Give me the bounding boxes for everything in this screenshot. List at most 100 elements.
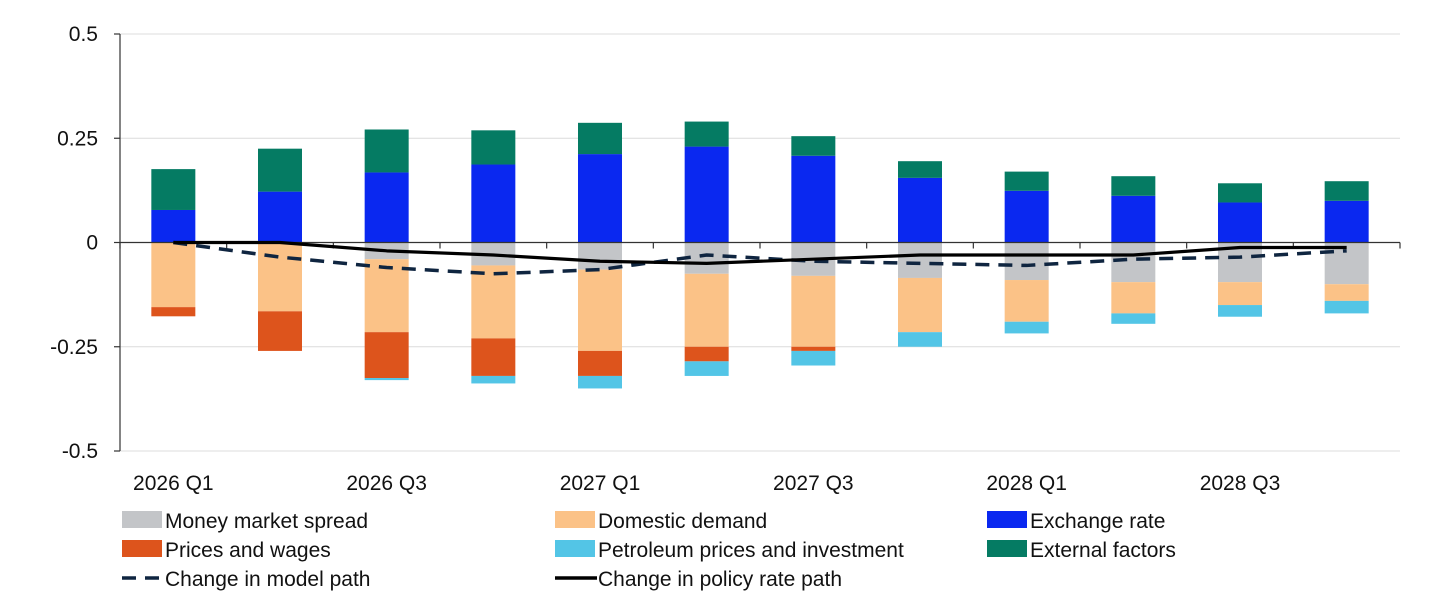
bar-external-factors-2028-q1 [1004,171,1049,191]
y-tick-label: -0.25 [50,336,98,359]
bar-exchange-rate-2026-q2 [258,191,302,243]
axes [114,33,1401,452]
x-tick-label: 2028 Q3 [1200,472,1281,495]
bar-petroleum-prices-and-investment-2026-q3 [364,378,409,381]
bar-exchange-rate-2027-q2 [684,146,729,243]
bar-exchange-rate-2027-q1 [578,154,622,243]
bar-money-market-spread-2028-q1 [1004,242,1049,281]
x-tick-label: 2026 Q1 [133,472,214,495]
bar-exchange-rate-2026-q3 [364,172,409,243]
bar-prices-and-wages-2027-q1 [578,350,622,376]
bar-segments [151,121,1369,389]
bar-prices-and-wages-2026-q1 [151,307,196,317]
legend-label: Exchange rate [1030,510,1165,533]
bar-domestic-demand-2028-q4 [1324,284,1369,301]
bar-petroleum-prices-and-investment-2026-q4 [471,375,516,384]
legend-swatch [555,540,595,557]
legend-item-petroleum-prices-and-investment: Petroleum prices and investment [555,539,904,562]
legend-label: Change in model path [165,568,370,591]
gridlines [120,33,1400,452]
bar-external-factors-2027-q1 [578,122,622,155]
legend-label: External factors [1030,539,1176,562]
bar-external-factors-2026-q1 [151,169,196,210]
legend-item-exchange-rate: Exchange rate [987,510,1165,533]
path-lines [173,240,1347,276]
bar-domestic-demand-2028-q1 [1004,280,1049,322]
bar-external-factors-2027-q3 [791,136,836,156]
bar-petroleum-prices-and-investment-2027-q4 [898,332,942,347]
y-axis-ticks: 0.5 0.25 0 -0.25 -0.5 [50,23,98,463]
bar-petroleum-prices-and-investment-2028-q2 [1111,313,1156,324]
y-tick-label: 0 [86,232,98,255]
bar-external-factors-2026-q3 [364,129,409,173]
bar-exchange-rate-2028-q1 [1004,190,1049,243]
bar-external-factors-2027-q2 [684,121,729,147]
bar-domestic-demand-2027-q2 [684,273,729,347]
bar-exchange-rate-2028-q4 [1324,200,1369,243]
bar-petroleum-prices-and-investment-2028-q1 [1004,321,1049,334]
bar-petroleum-prices-and-investment-2028-q3 [1218,305,1262,317]
bar-prices-and-wages-2026-q3 [364,332,409,379]
bar-domestic-demand-2027-q4 [898,277,942,333]
bar-petroleum-prices-and-investment-2028-q4 [1324,300,1369,314]
x-tick-label: 2026 Q3 [346,472,427,495]
line-change-in-policy-rate-path [173,240,1347,265]
bar-domestic-demand-2028-q2 [1111,282,1156,314]
legend-swatch [987,511,1027,528]
bar-petroleum-prices-and-investment-2027-q3 [791,350,836,366]
x-tick-label: 2028 Q1 [986,472,1067,495]
bar-domestic-demand-2026-q2 [258,242,302,312]
y-tick-label: -0.5 [62,440,98,463]
line-change-in-model-path [173,240,1347,276]
bar-petroleum-prices-and-investment-2027-q2 [684,361,729,376]
bar-external-factors-2027-q4 [898,161,942,178]
bar-exchange-rate-2026-q1 [151,209,196,243]
bar-prices-and-wages-2026-q2 [258,311,302,351]
bar-money-market-spread-2028-q4 [1324,242,1369,285]
legend-item-external-factors: External factors [987,539,1176,562]
legend-swatch [555,511,595,528]
bar-external-factors-2028-q3 [1218,183,1262,203]
bar-external-factors-2026-q2 [258,148,302,192]
legend-swatch [987,540,1027,557]
legend-item-domestic-demand: Domestic demand [555,510,767,533]
bar-petroleum-prices-and-investment-2027-q1 [578,375,622,389]
bar-exchange-rate-2028-q2 [1111,195,1156,243]
bar-domestic-demand-2027-q3 [791,275,836,347]
bar-external-factors-2026-q4 [471,130,516,165]
bar-domestic-demand-2027-q1 [578,269,622,351]
legend-label: Petroleum prices and investment [598,539,904,562]
x-tick-label: 2027 Q3 [773,472,854,495]
legend-item-prices-and-wages: Prices and wages [122,539,331,562]
y-tick-label: 0.5 [69,23,98,46]
bar-domestic-demand-2026-q4 [471,265,516,339]
bar-exchange-rate-2028-q3 [1218,202,1262,243]
bar-exchange-rate-2027-q3 [791,155,836,243]
bar-prices-and-wages-2026-q4 [471,338,516,376]
bar-prices-and-wages-2027-q2 [684,346,729,362]
bar-domestic-demand-2028-q3 [1218,282,1262,306]
legend: Money market spread Domestic demand Exchan… [122,510,1176,591]
x-tick-label: 2027 Q1 [560,472,641,495]
bar-money-market-spread-2027-q2 [684,242,729,274]
legend-swatch [122,511,162,528]
legend-item-money-market-spread: Money market spread [122,510,368,533]
legend-item-change-in-model-path: Change in model path [122,568,370,591]
bar-domestic-demand-2026-q1 [151,242,196,308]
bar-exchange-rate-2026-q4 [471,164,516,243]
y-tick-label: 0.25 [57,127,98,150]
bar-exchange-rate-2027-q4 [898,177,942,243]
bar-external-factors-2028-q4 [1324,181,1369,201]
bar-external-factors-2028-q2 [1111,176,1156,196]
bar-prices-and-wages-2027-q3 [791,346,836,351]
legend-label: Change in policy rate path [598,568,842,591]
bar-money-market-spread-2028-q2 [1111,242,1156,283]
legend-swatch [122,540,162,557]
bar-domestic-demand-2026-q3 [364,259,409,333]
legend-item-change-in-policy-rate-path: Change in policy rate path [555,568,842,591]
legend-label: Prices and wages [165,539,331,562]
x-axis-ticks: 2026 Q1 2026 Q3 2027 Q1 2027 Q3 2028 Q1 2028 … [133,472,1280,495]
bar-money-market-spread-2027-q1 [578,242,622,270]
bar-money-market-spread-2027-q4 [898,242,942,278]
